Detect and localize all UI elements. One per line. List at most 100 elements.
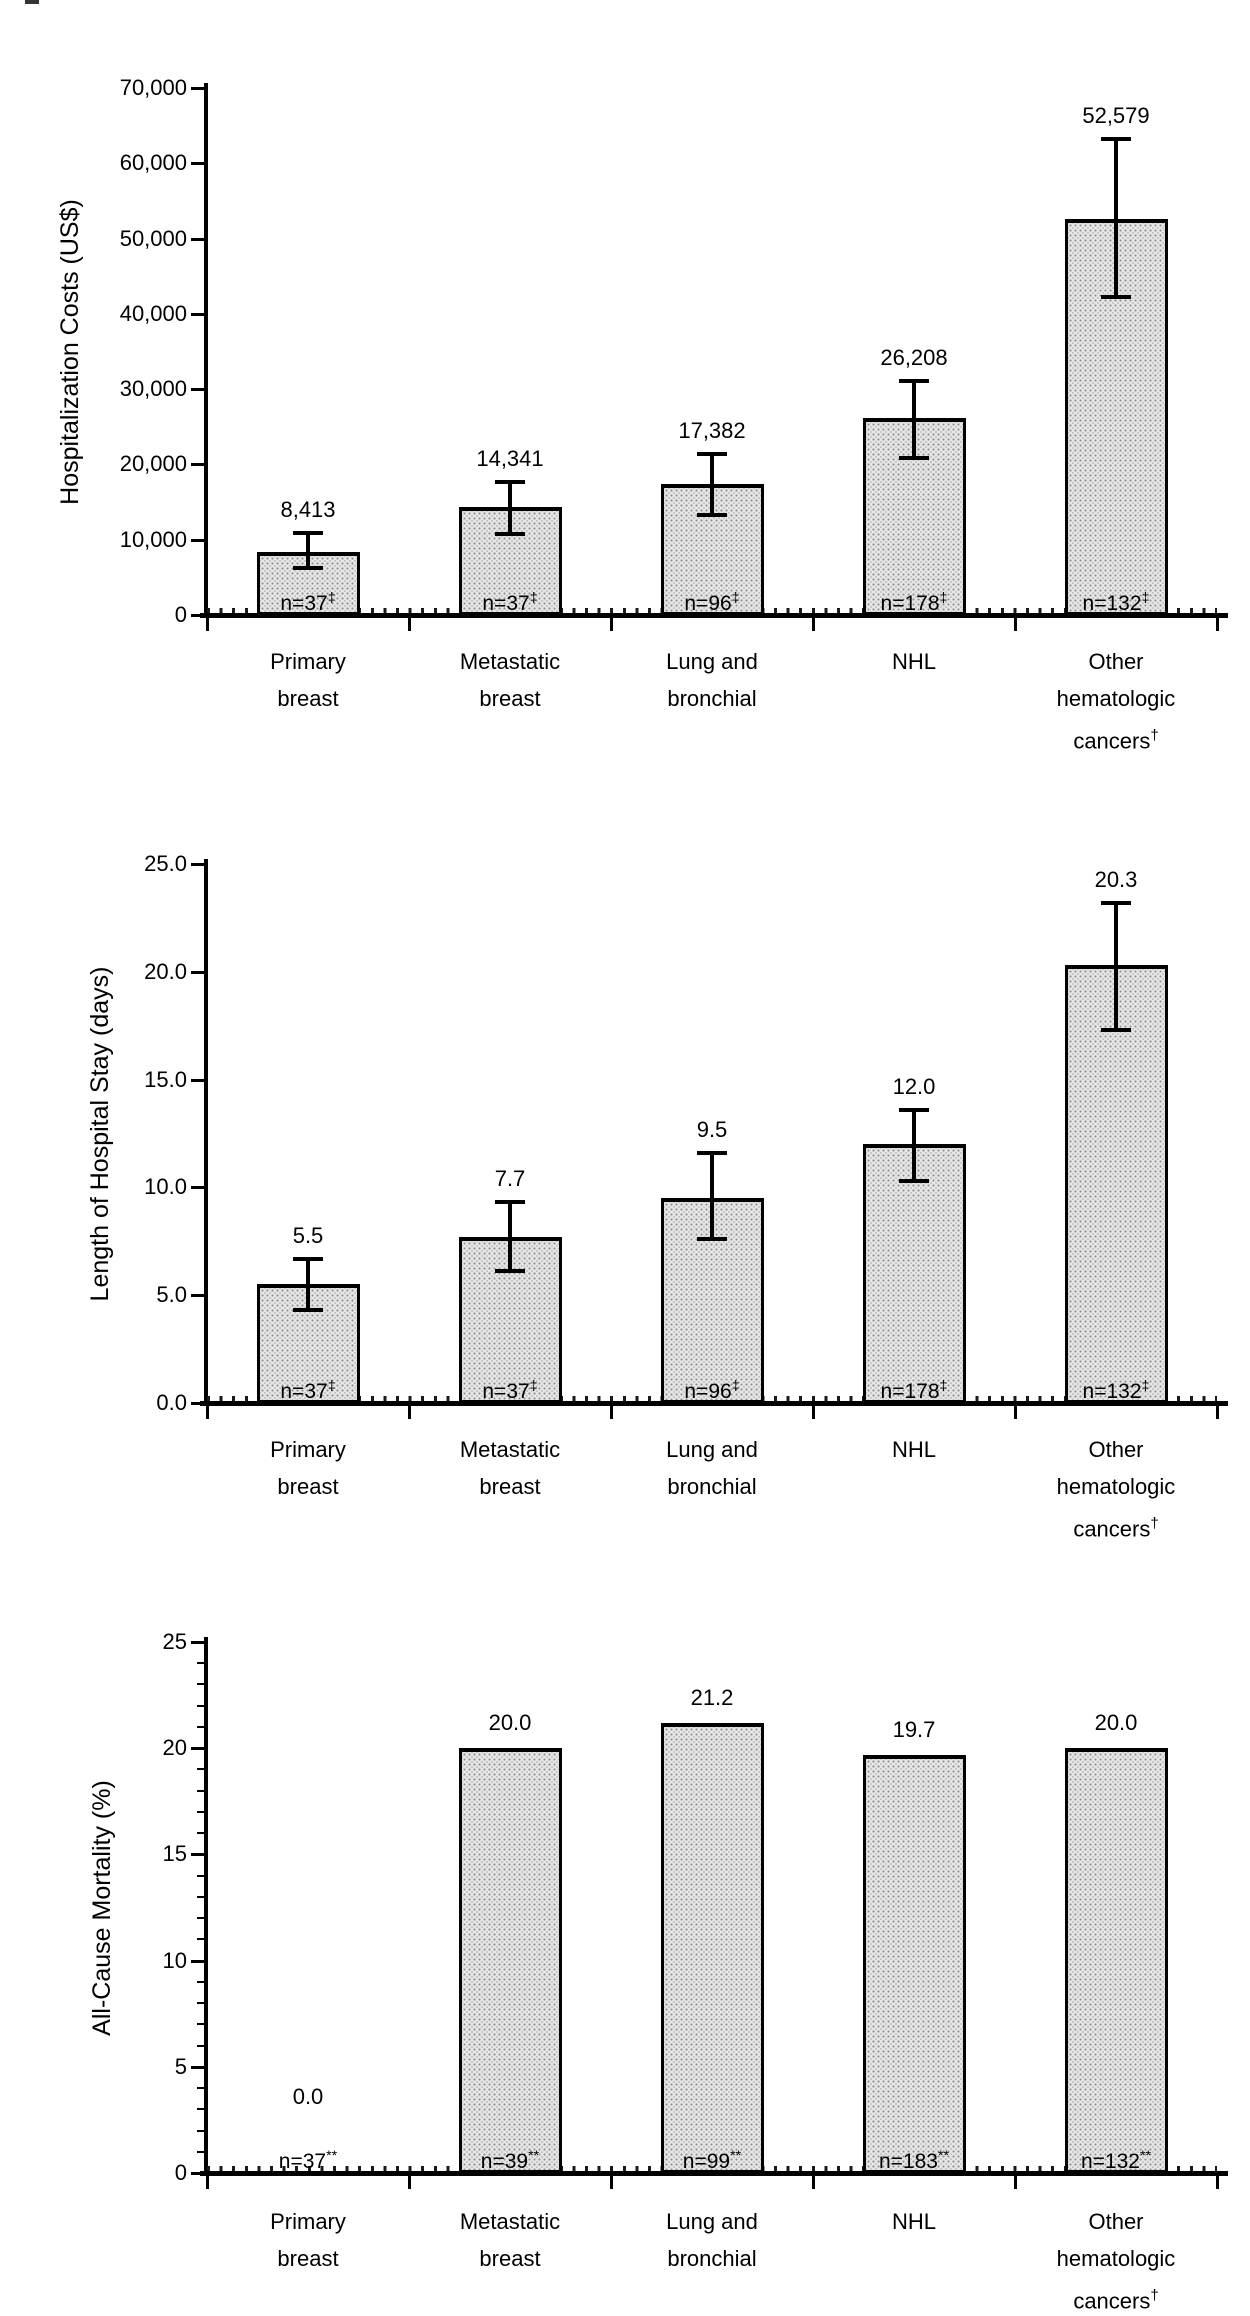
sample-size-label: n=132‡ bbox=[1082, 1378, 1150, 1403]
y-axis-minor-tick bbox=[197, 2150, 204, 2153]
superscript-marker: ‡ bbox=[529, 590, 538, 606]
bar-value-label: 12.0 bbox=[892, 1073, 936, 1099]
sample-size-label: n=96‡ bbox=[684, 590, 740, 615]
category-label-line: NHL bbox=[891, 1437, 936, 1462]
bar bbox=[1064, 219, 1168, 615]
category-label-line: Lung and bbox=[666, 649, 758, 674]
sample-size-label: n=178‡ bbox=[880, 590, 948, 615]
y-axis-tick bbox=[191, 87, 204, 90]
category-label-line: breast bbox=[277, 686, 339, 711]
superscript-marker: ‡ bbox=[731, 1378, 740, 1394]
y-tick-label: 30,000 bbox=[119, 376, 187, 402]
category-label-line: hematologic bbox=[1056, 2246, 1176, 2271]
sample-size-label: n=37‡ bbox=[482, 590, 538, 615]
sample-size-label: n=39** bbox=[480, 2148, 540, 2173]
error-bar-line bbox=[508, 481, 512, 535]
sample-size-label: n=37‡ bbox=[280, 590, 336, 615]
y-axis-minor-tick bbox=[197, 1683, 204, 1686]
x-axis-line bbox=[200, 2171, 1228, 2176]
y-axis-tick bbox=[191, 463, 204, 467]
y-axis-tick bbox=[191, 2172, 204, 2175]
x-axis-tick bbox=[610, 618, 613, 631]
error-bar-cap-bottom bbox=[293, 566, 323, 571]
bar-value-label: 20.0 bbox=[488, 1710, 532, 1736]
x-axis-tick bbox=[1014, 618, 1017, 631]
error-bar-cap-top bbox=[495, 479, 525, 484]
bar-value-label: 20.0 bbox=[1094, 1710, 1138, 1736]
superscript-marker: ‡ bbox=[529, 1378, 538, 1394]
error-bar-line bbox=[508, 1202, 512, 1272]
category-label-line: bronchial bbox=[667, 686, 757, 711]
category-label: NHL bbox=[814, 1431, 1014, 1468]
x-axis-tick bbox=[206, 618, 209, 631]
bar bbox=[1064, 1748, 1168, 2173]
category-label-line: Primary bbox=[270, 2209, 346, 2234]
x-axis-tick bbox=[812, 618, 815, 631]
sample-size-label: n=37‡ bbox=[482, 1378, 538, 1403]
y-axis-minor-tick bbox=[197, 2087, 204, 2090]
bar bbox=[862, 1144, 966, 1403]
y-axis-line bbox=[204, 859, 208, 1406]
superscript-marker: ** bbox=[528, 2148, 540, 2164]
category-label-line: breast bbox=[479, 1474, 541, 1499]
category-label-line: Metastatic bbox=[459, 649, 561, 674]
y-tick-label: 5.0 bbox=[156, 1282, 187, 1308]
y-axis-minor-tick bbox=[197, 1768, 204, 1771]
sample-size-label: n=183** bbox=[878, 2148, 950, 2173]
y-tick-label: 20.0 bbox=[144, 958, 187, 984]
superscript-marker: ** bbox=[730, 2148, 742, 2164]
bar-value-label: 21.2 bbox=[690, 1684, 734, 1710]
y-axis-minor-tick bbox=[197, 1662, 204, 1665]
error-bar-line bbox=[306, 532, 310, 569]
x-axis-tick bbox=[610, 2176, 613, 2189]
y-tick-label: 10 bbox=[162, 1947, 187, 1973]
error-bar-cap-top bbox=[293, 1256, 323, 1261]
bar bbox=[458, 1748, 562, 2173]
superscript-marker: ‡ bbox=[327, 590, 336, 606]
bar-value-label: 20.3 bbox=[1094, 866, 1138, 892]
bar-value-label: 9.5 bbox=[696, 1116, 728, 1142]
superscript-marker: ‡ bbox=[327, 1378, 336, 1394]
y-axis-minor-tick bbox=[197, 1704, 204, 1707]
error-bar-line bbox=[710, 1152, 714, 1240]
y-axis-tick bbox=[191, 388, 204, 392]
x-axis-tick bbox=[1216, 1406, 1219, 1419]
category-label: Metastatic breast bbox=[410, 1431, 610, 1505]
error-bar-cap-top bbox=[899, 1107, 929, 1112]
error-bar-cap-top bbox=[1101, 900, 1131, 905]
superscript-marker: ‡ bbox=[1141, 1378, 1150, 1394]
bar-value-label: 19.7 bbox=[892, 1716, 936, 1742]
category-label: Lung and bronchial bbox=[612, 1431, 812, 1505]
y-axis-tick bbox=[191, 863, 204, 866]
category-label: Other hematologic cancers† bbox=[1016, 1431, 1216, 1547]
category-label-line: cancers† bbox=[1073, 2287, 1159, 2314]
y-axis-minor-tick bbox=[197, 2129, 204, 2132]
category-label: Metastatic breast bbox=[410, 2203, 610, 2277]
x-axis-tick bbox=[408, 1406, 411, 1419]
y-tick-label: 20,000 bbox=[119, 451, 187, 477]
error-bar-line bbox=[912, 380, 916, 459]
superscript-marker: ‡ bbox=[1141, 590, 1150, 606]
x-axis-tick bbox=[812, 2176, 815, 2189]
category-label: Primary breast bbox=[208, 2203, 408, 2277]
category-label-line: Other bbox=[1088, 649, 1144, 674]
y-axis-tick bbox=[191, 1294, 204, 1298]
y-tick-label: 10,000 bbox=[119, 526, 187, 552]
superscript-marker: † bbox=[1150, 727, 1159, 744]
category-label-line: NHL bbox=[891, 649, 936, 674]
y-axis-tick bbox=[191, 312, 204, 316]
bar-value-label: 8,413 bbox=[280, 496, 336, 522]
error-bar-cap-bottom bbox=[495, 1269, 525, 1274]
category-label: Metastatic breast bbox=[410, 643, 610, 717]
error-bar-cap-top bbox=[1101, 137, 1131, 142]
x-axis-tick bbox=[206, 1406, 209, 1419]
y-tick-label: 15 bbox=[162, 1841, 187, 1867]
category-label: NHL bbox=[814, 643, 1014, 680]
y-axis-tick bbox=[191, 2065, 204, 2069]
y-tick-label: 25.0 bbox=[144, 851, 187, 876]
superscript-marker: ** bbox=[1139, 2148, 1152, 2164]
category-label: Primary breast bbox=[208, 643, 408, 717]
y-tick-label: 40,000 bbox=[119, 300, 187, 326]
category-label: Other hematologic cancers† bbox=[1016, 643, 1216, 759]
y-axis-line bbox=[204, 83, 208, 618]
